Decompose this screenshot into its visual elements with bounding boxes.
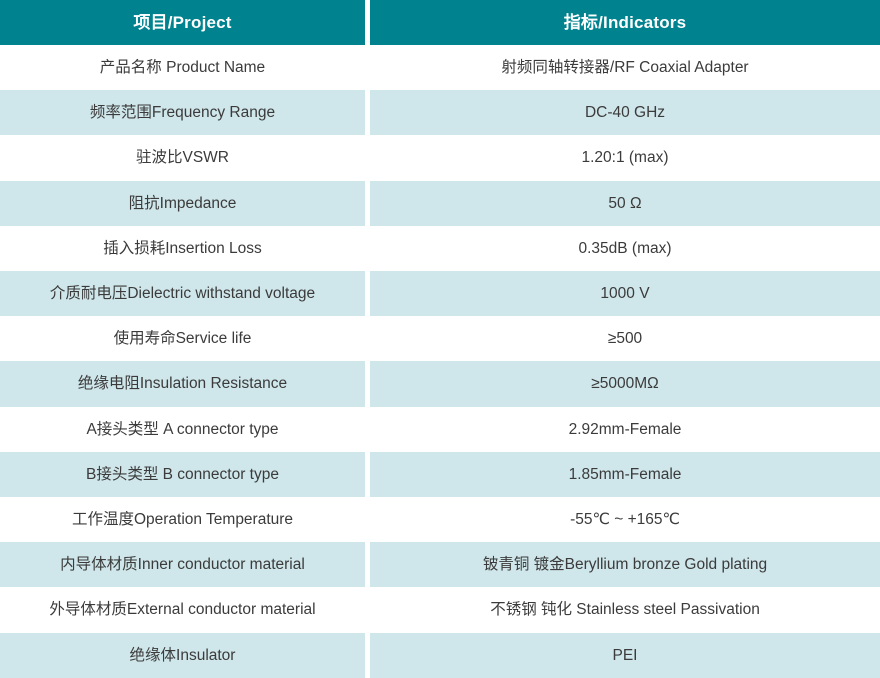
indicator-cell: -55℃ ~ +165℃	[370, 497, 880, 543]
indicator-cell: DC-40 GHz	[370, 90, 880, 136]
table-row: 频率范围Frequency Range DC-40 GHz	[0, 90, 880, 136]
table-row: A接头类型 A connector type 2.92mm-Female	[0, 406, 880, 452]
header-indicators: 指标/Indicators	[370, 0, 880, 45]
indicator-cell: 射频同轴转接器/RF Coaxial Adapter	[370, 45, 880, 91]
project-cell: 频率范围Frequency Range	[0, 90, 365, 136]
project-cell: 使用寿命Service life	[0, 316, 365, 362]
table-row: B接头类型 B connector type 1.85mm-Female	[0, 451, 880, 498]
header-project: 项目/Project	[0, 0, 365, 45]
indicator-cell: 2.92mm-Female	[370, 406, 880, 452]
table-row: 阻抗Impedance 50 Ω	[0, 180, 880, 226]
project-cell: 驻波比VSWR	[0, 135, 365, 181]
indicator-cell: 50 Ω	[370, 180, 880, 226]
project-cell: A接头类型 A connector type	[0, 406, 365, 452]
indicator-cell: 1.85mm-Female	[370, 451, 880, 498]
table-row: 绝缘体Insulator PEI	[0, 632, 880, 678]
project-cell: 插入损耗Insertion Loss	[0, 225, 365, 272]
table-row: 外导体材质External conductor material 不锈钢 钝化 S…	[0, 587, 880, 633]
indicator-cell: ≥500	[370, 316, 880, 362]
table-row: 介质耐电压Dielectric withstand voltage 1000 V	[0, 271, 880, 317]
indicator-cell: ≥5000MΩ	[370, 361, 880, 407]
indicator-cell: PEI	[370, 632, 880, 678]
indicator-cell: 不锈钢 钝化 Stainless steel Passivation	[370, 587, 880, 633]
table-row: 驻波比VSWR 1.20:1 (max)	[0, 135, 880, 181]
project-cell: 产品名称 Product Name	[0, 45, 365, 91]
project-cell: B接头类型 B connector type	[0, 451, 365, 498]
table-row: 产品名称 Product Name 射频同轴转接器/RF Coaxial Adap…	[0, 45, 880, 91]
indicator-cell: 1.20:1 (max)	[370, 135, 880, 181]
table-header-row: 项目/Project 指标/Indicators	[0, 0, 880, 45]
project-cell: 绝缘体Insulator	[0, 632, 365, 678]
indicator-cell: 1000 V	[370, 271, 880, 317]
table-row: 绝缘电阻Insulation Resistance ≥5000MΩ	[0, 361, 880, 407]
table-row: 工作温度Operation Temperature -55℃ ~ +165℃	[0, 497, 880, 543]
project-cell: 绝缘电阻Insulation Resistance	[0, 361, 365, 407]
indicator-cell: 0.35dB (max)	[370, 225, 880, 272]
project-cell: 内导体材质Inner conductor material	[0, 542, 365, 588]
table-row: 插入损耗Insertion Loss 0.35dB (max)	[0, 225, 880, 272]
project-cell: 外导体材质External conductor material	[0, 587, 365, 633]
table-body: 产品名称 Product Name 射频同轴转接器/RF Coaxial Adap…	[0, 45, 880, 678]
table-row: 使用寿命Service life ≥500	[0, 316, 880, 362]
project-cell: 工作温度Operation Temperature	[0, 497, 365, 543]
project-cell: 介质耐电压Dielectric withstand voltage	[0, 271, 365, 317]
project-cell: 阻抗Impedance	[0, 180, 365, 226]
indicator-cell: 铍青铜 镀金Beryllium bronze Gold plating	[370, 542, 880, 588]
table-row: 内导体材质Inner conductor material 铍青铜 镀金Beryl…	[0, 542, 880, 588]
